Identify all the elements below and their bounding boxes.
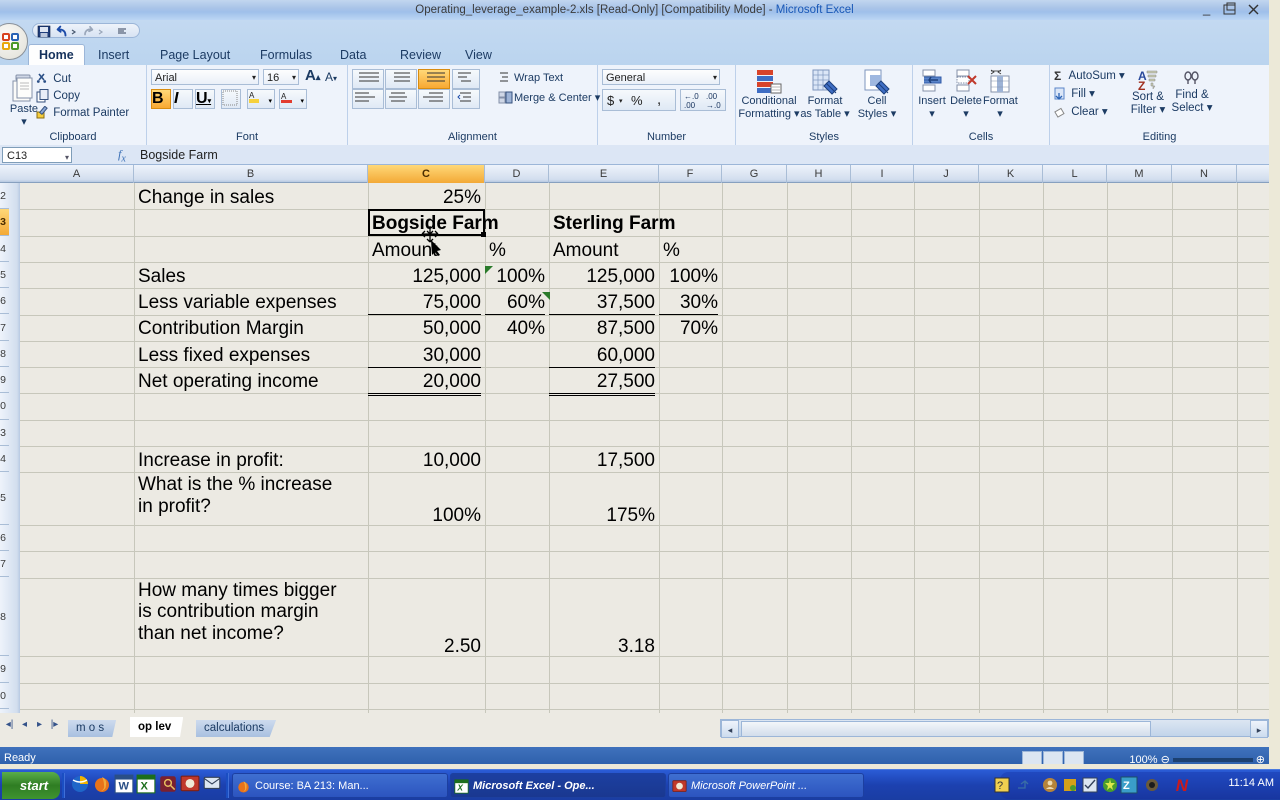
svg-text:?: ?	[997, 780, 1003, 792]
svg-text:Z: Z	[1138, 79, 1145, 91]
svg-text:_: _	[1202, 2, 1211, 16]
svg-text:A: A	[281, 92, 287, 101]
svg-text:X: X	[140, 781, 148, 793]
svg-text:A: A	[249, 91, 255, 100]
svg-text:Σ: Σ	[1054, 69, 1061, 83]
svg-text:W: W	[118, 781, 129, 793]
svg-text:Z: Z	[1123, 780, 1130, 792]
svg-text:X: X	[456, 783, 463, 793]
